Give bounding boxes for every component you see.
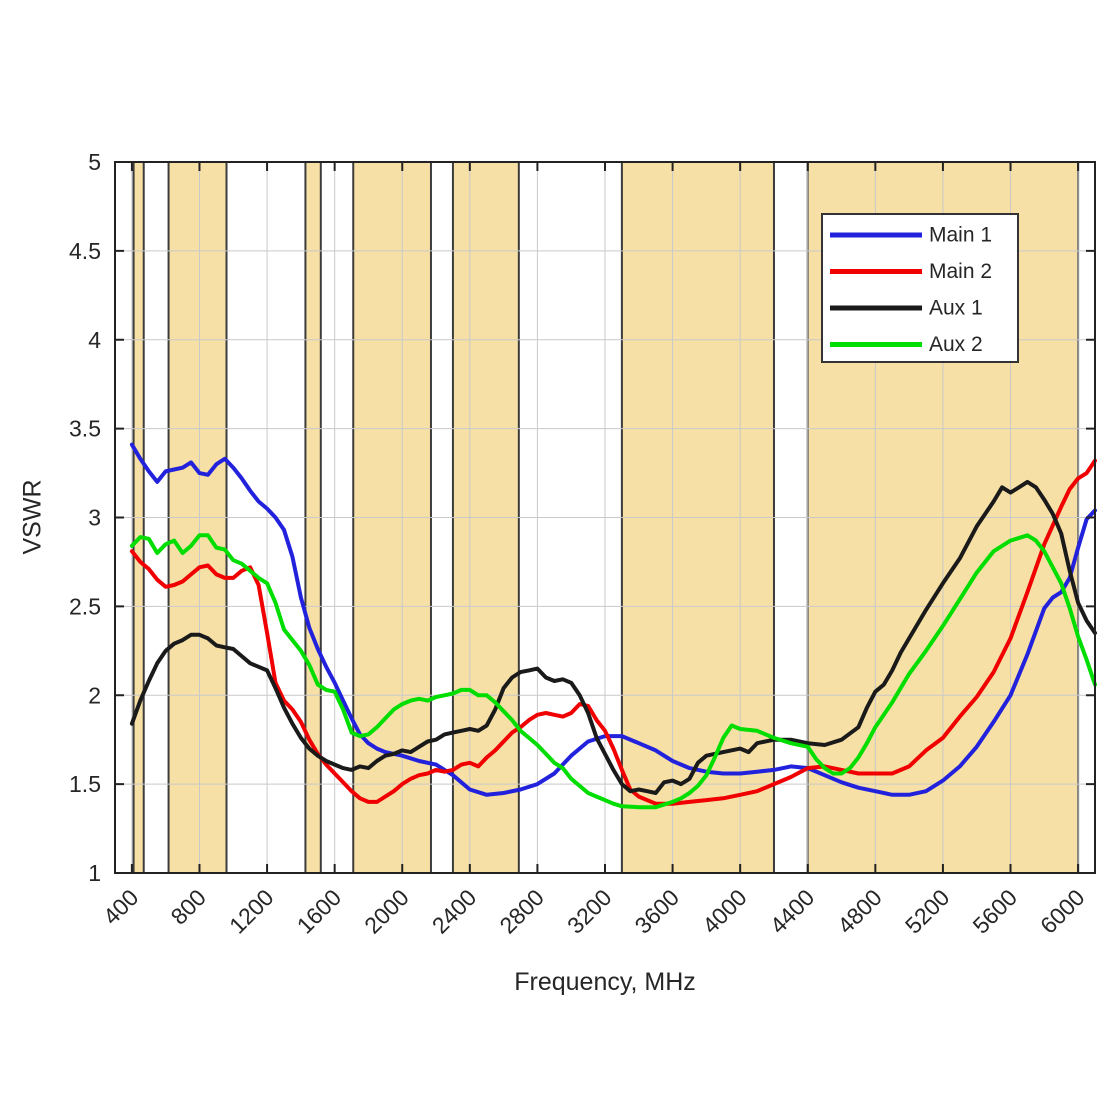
x-tick-labels: 400 800 1200 1600 2000 2400 2800 3200 3600 4000 44… — [98, 884, 1090, 939]
legend-label: Aux 1 — [929, 297, 983, 320]
series-line-main-2 — [129, 458, 1097, 806]
y-tick-label: 5 — [88, 149, 101, 175]
legend-entry-main-2: Main 2 — [830, 260, 992, 283]
y-tick-label: 3.5 — [69, 416, 101, 442]
x-tick-label: 5200 — [900, 884, 955, 939]
x-tick-label: 1600 — [292, 884, 347, 939]
y-axis-title: VSWR — [18, 479, 47, 555]
y-tick-label: 1.5 — [69, 771, 101, 797]
x-tick-label: 5600 — [967, 884, 1022, 939]
x-tick-label: 3200 — [562, 884, 617, 939]
x-tick-label: 2400 — [427, 884, 482, 939]
x-tick-label: 1200 — [224, 884, 279, 939]
legend: Main 1 Main 2 Aux 1 Aux 2 — [821, 213, 1019, 363]
legend-box — [821, 213, 1019, 363]
y-tick-label: 2.5 — [69, 593, 101, 619]
x-tick-label: 800 — [165, 884, 211, 930]
y-tick-label: 4.5 — [69, 238, 101, 264]
legend-entry-aux-1: Aux 1 — [830, 297, 983, 320]
x-tick-label: 4800 — [832, 884, 887, 939]
x-tick-label: 2000 — [359, 884, 414, 939]
x-tick-label: 3600 — [630, 884, 685, 939]
x-tick-label: 2800 — [494, 884, 549, 939]
x-tick-label: 4000 — [697, 884, 752, 939]
x-tick-label: 400 — [98, 884, 144, 930]
x-tick-label: 4400 — [765, 884, 820, 939]
legend-label: Main 1 — [929, 224, 992, 247]
x-axis-title: Frequency, MHz — [514, 968, 696, 996]
legend-label: Aux 2 — [929, 333, 983, 356]
y-tick-labels: 1 1.5 2 2.5 3 3.5 4 4.5 5 — [69, 149, 101, 886]
y-tick-label: 1 — [88, 860, 101, 886]
series-line-aux-2 — [129, 533, 1097, 810]
y-tick-label: 2 — [88, 682, 101, 708]
y-tick-label: 3 — [88, 505, 101, 531]
series-line-aux-1 — [129, 479, 1097, 795]
y-tick-label: 4 — [88, 327, 101, 353]
legend-entry-aux-2: Aux 2 — [830, 333, 983, 356]
axis-ticks — [115, 161, 1095, 874]
x-tick-label: 6000 — [1035, 884, 1090, 939]
legend-entry-main-1: Main 1 — [830, 224, 992, 247]
series-line-main-1 — [129, 442, 1097, 797]
legend-label: Main 2 — [929, 260, 992, 283]
